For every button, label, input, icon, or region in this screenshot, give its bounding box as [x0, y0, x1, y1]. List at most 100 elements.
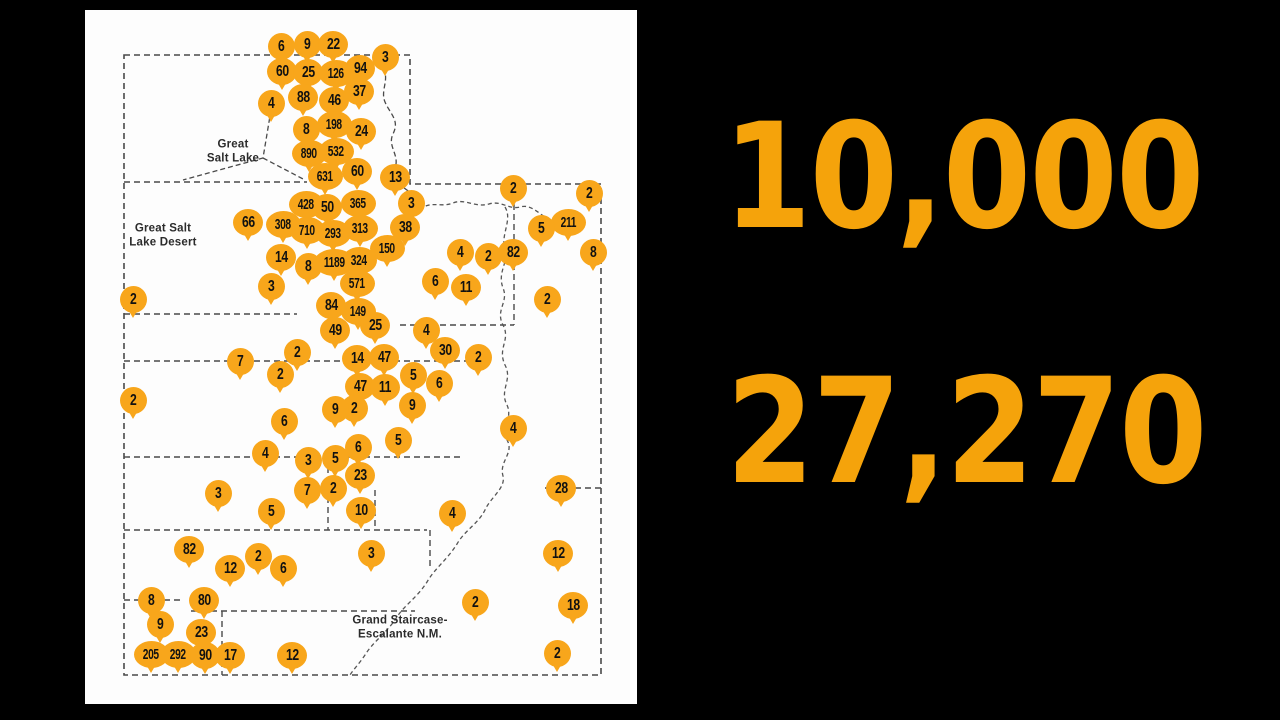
- pin-value: 4: [267, 94, 275, 112]
- pin-value: 60: [350, 162, 364, 180]
- pin-value: 80: [197, 591, 211, 609]
- map-pin: 5: [527, 215, 555, 242]
- great-salt-lake-label: Great Salt Lake: [206, 138, 260, 165]
- map-pin: 46: [319, 87, 349, 114]
- pin-value: 2: [276, 365, 284, 383]
- pin-value: 2: [329, 479, 337, 497]
- map-pin: 205: [133, 641, 169, 668]
- map-pin: 8: [294, 253, 322, 280]
- pin-value: 8: [589, 243, 597, 261]
- map-pin: 23: [345, 462, 375, 489]
- pin-value: 7: [236, 352, 244, 370]
- map-pin: 2: [119, 387, 147, 414]
- pin-value: 12: [223, 559, 237, 577]
- utah-map-panel: Great Salt Lake Great Salt Lake Desert Gra…: [85, 10, 637, 704]
- pin-value: 9: [408, 396, 416, 414]
- map-pin: 37: [344, 78, 374, 105]
- pin-value: 2: [543, 290, 551, 308]
- pin-value: 126: [327, 65, 345, 82]
- map-pin: 2: [244, 543, 272, 570]
- pin-value: 2: [129, 391, 137, 409]
- pin-value: 23: [194, 623, 208, 641]
- map-pin: 28: [546, 475, 576, 502]
- pin-value: 10: [354, 501, 368, 519]
- map-pin: 890: [291, 140, 327, 167]
- pin-value: 50: [320, 198, 334, 216]
- pin-value: 82: [182, 540, 196, 558]
- pin-value: 2: [484, 247, 492, 265]
- pin-value: 11: [378, 378, 392, 396]
- pin-value: 37: [352, 82, 366, 100]
- pin-value: 1189: [323, 254, 345, 271]
- map-pin: 9: [146, 611, 174, 638]
- pin-value: 11: [459, 278, 473, 296]
- map-pin: 2: [119, 286, 147, 313]
- map-pin: 9: [321, 396, 349, 423]
- pin-value: 14: [274, 248, 288, 266]
- pin-value: 6: [435, 374, 443, 392]
- map-pin: 2: [283, 339, 311, 366]
- utah-map-outline: [123, 54, 602, 676]
- map-pin: 6: [267, 33, 295, 60]
- map-pin: 3: [357, 540, 385, 567]
- pin-value: 293: [324, 225, 342, 242]
- map-pin: 11: [451, 274, 481, 301]
- map-pin: 2: [464, 344, 492, 371]
- pin-value: 46: [327, 91, 341, 109]
- pin-value: 308: [274, 216, 292, 233]
- pin-value: 9: [156, 615, 164, 633]
- pin-value: 532: [327, 143, 345, 160]
- map-pin: 49: [320, 317, 350, 344]
- map-pin: 12: [277, 642, 307, 669]
- pin-value: 2: [585, 184, 593, 202]
- pin-value: 25: [368, 316, 382, 334]
- grand-staircase-label: Grand Staircase- Escalante N.M.: [352, 614, 448, 641]
- pin-value: 6: [277, 37, 285, 55]
- map-pin: 3: [294, 447, 322, 474]
- pin-value: 28: [554, 479, 568, 497]
- pin-value: 205: [142, 646, 160, 663]
- pin-value: 13: [388, 168, 402, 186]
- map-pin: 6: [269, 555, 297, 582]
- map-pin: 6: [421, 268, 449, 295]
- pin-value: 6: [354, 438, 362, 456]
- pin-value: 211: [560, 214, 576, 231]
- map-pin: 60: [267, 58, 297, 85]
- pin-value: 365: [349, 195, 367, 212]
- pin-value: 38: [398, 218, 412, 236]
- map-pin: 571: [339, 270, 375, 297]
- pin-value: 150: [378, 240, 396, 257]
- pin-value: 66: [241, 213, 255, 231]
- pin-value: 5: [409, 366, 417, 384]
- map-pin: 5: [399, 362, 427, 389]
- map-pin: 293: [315, 220, 351, 247]
- pin-value: 2: [254, 547, 262, 565]
- pin-value: 12: [285, 646, 299, 664]
- pin-value: 7: [303, 481, 311, 499]
- pin-value: 8: [147, 591, 155, 609]
- map-pin: 8: [292, 116, 320, 143]
- pin-value: 4: [261, 444, 269, 462]
- pin-value: 22: [326, 35, 340, 53]
- map-pin: 82: [174, 536, 204, 563]
- pin-value: 14: [350, 349, 364, 367]
- map-pin: 2: [543, 640, 571, 667]
- map-pin: 6: [270, 408, 298, 435]
- pin-value: 49: [328, 321, 342, 339]
- map-pin: 13: [380, 164, 410, 191]
- map-pin: 211: [550, 209, 586, 236]
- map-pin: 4: [251, 440, 279, 467]
- map-pin: 88: [288, 84, 318, 111]
- map-pin: 9: [293, 31, 321, 58]
- pin-value: 6: [280, 412, 288, 430]
- pin-value: 890: [300, 145, 318, 162]
- pin-value: 17: [223, 646, 237, 664]
- map-pin: 2: [575, 180, 603, 207]
- map-pin: 4: [257, 90, 285, 117]
- pin-value: 2: [474, 348, 482, 366]
- map-pin: 18: [558, 592, 588, 619]
- great-salt-lake-desert-label: Great Salt Lake Desert: [129, 222, 197, 249]
- pin-value: 25: [301, 63, 315, 81]
- map-pin: 60: [342, 158, 372, 185]
- map-pin: 30: [430, 337, 460, 364]
